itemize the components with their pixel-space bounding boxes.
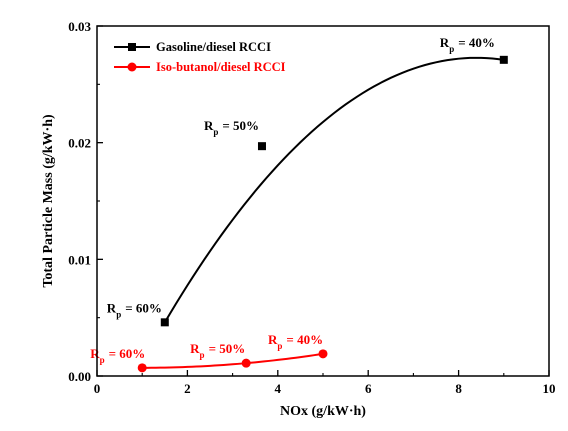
annotation-rp-symbol: R bbox=[190, 341, 200, 356]
annotation-rp-subscript: p bbox=[213, 127, 218, 137]
points-layer bbox=[137, 55, 508, 373]
legend-item-gasoline: Gasoline/diesel RCCI bbox=[114, 40, 271, 54]
y-tick-label: 0.03 bbox=[68, 19, 91, 34]
legend: Gasoline/diesel RCCI Iso-butanol/diesel … bbox=[114, 40, 286, 74]
legend-marker-isobutanol bbox=[127, 62, 137, 72]
annotation-rp-label: Rp = 40% bbox=[268, 332, 323, 351]
plot-frame bbox=[96, 25, 550, 377]
point-gasoline bbox=[257, 142, 266, 151]
annotation-rp-value: = 60% bbox=[109, 346, 146, 361]
x-tick-label: 0 bbox=[94, 381, 101, 396]
annotation-rp-value: = 50% bbox=[209, 341, 246, 356]
x-tick-label: 2 bbox=[184, 381, 191, 396]
annotation-rp-value: = 60% bbox=[125, 300, 162, 315]
annotation-rp-subscript: p bbox=[100, 355, 105, 365]
annotation-rp-subscript: p bbox=[200, 350, 205, 360]
annotation-rp-label: Rp = 60% bbox=[107, 300, 162, 319]
curves-layer bbox=[142, 56, 504, 369]
annotation-rp-subscript: p bbox=[116, 309, 121, 319]
annotation-rp-value: = 50% bbox=[222, 118, 259, 133]
annotation-rp-symbol: R bbox=[268, 332, 278, 347]
annotation-rp-label: Rp = 50% bbox=[204, 118, 259, 137]
annotation-rp-subscript: p bbox=[277, 341, 282, 351]
x-tick-label: 4 bbox=[275, 381, 282, 396]
annotation-rp-label: Rp = 40% bbox=[440, 35, 495, 54]
y-tick-label: 0.01 bbox=[68, 252, 91, 267]
point-isobutanol bbox=[318, 349, 328, 359]
annotation-rp-symbol: R bbox=[107, 300, 117, 315]
y-tick-label: 0.02 bbox=[68, 136, 91, 151]
legend-item-isobutanol: Iso-butanol/diesel RCCI bbox=[114, 60, 286, 74]
legend-marker-gasoline bbox=[128, 43, 136, 51]
point-isobutanol bbox=[137, 363, 147, 373]
x-tick-label: 10 bbox=[543, 381, 556, 396]
annotation-rp-subscript: p bbox=[449, 44, 454, 54]
legend-label-gasoline: Gasoline/diesel RCCI bbox=[156, 40, 271, 54]
annotation-rp-symbol: R bbox=[90, 346, 100, 361]
legend-label-isobutanol: Iso-butanol/diesel RCCI bbox=[156, 60, 286, 74]
annotation-rp-label: Rp = 50% bbox=[190, 341, 245, 360]
x-axis-title: NOx (g/kW·h) bbox=[280, 404, 366, 419]
annotation-rp-value: = 40% bbox=[458, 35, 495, 50]
point-gasoline bbox=[160, 318, 169, 327]
series-gasoline-curve bbox=[163, 56, 504, 323]
point-gasoline bbox=[499, 55, 508, 64]
point-isobutanol bbox=[241, 358, 251, 368]
y-tick-label: 0.00 bbox=[68, 369, 91, 384]
series-isobutanol-curve bbox=[142, 352, 324, 369]
annotation-rp-value: = 40% bbox=[286, 332, 323, 347]
annotations-layer: Rp = 60% Rp = 50% Rp = 40% Rp = 60% Rp = 50% Rp = 4… bbox=[90, 35, 495, 365]
annotation-rp-symbol: R bbox=[440, 35, 450, 50]
y-axis-title: Total Particle Mass (g/kW·h) bbox=[41, 114, 56, 288]
annotation-rp-label: Rp = 60% bbox=[90, 346, 145, 365]
x-tick-label: 8 bbox=[455, 381, 462, 396]
x-tick-label: 6 bbox=[365, 381, 372, 396]
annotation-rp-symbol: R bbox=[204, 118, 214, 133]
